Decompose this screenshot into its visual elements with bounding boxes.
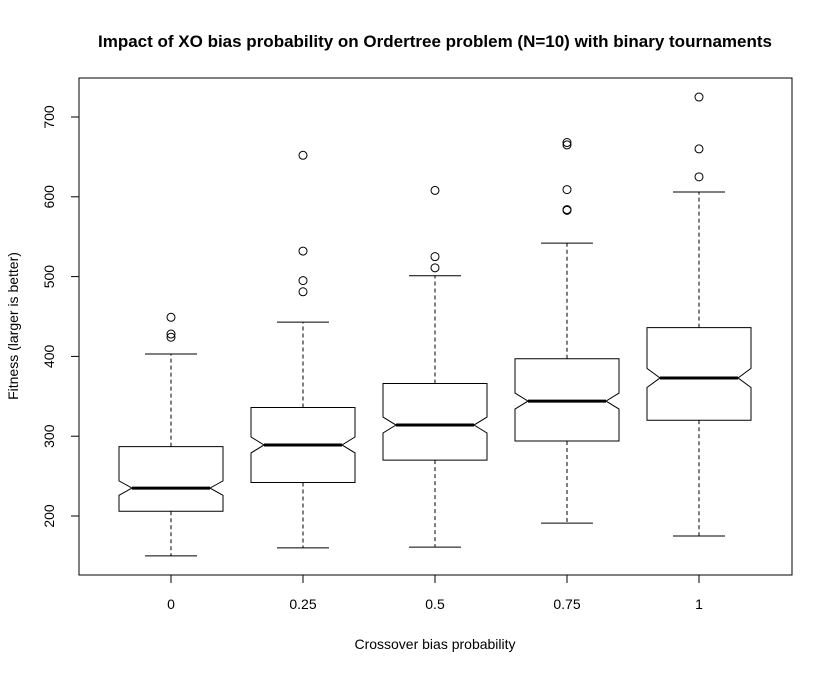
outlier-point (298, 276, 308, 286)
outlier-point (166, 329, 176, 339)
y-tick-label: 600 (41, 185, 57, 209)
y-tick-label: 300 (41, 424, 57, 448)
x-axis: 0 0.25 0.5 0.75 1 (167, 574, 703, 612)
notched-box (382, 383, 488, 461)
outlier-point (694, 172, 704, 182)
x-tick-label: 0.75 (553, 596, 580, 612)
outlier-point (562, 205, 572, 215)
outlier-point (694, 92, 704, 102)
y-tick-label: 500 (41, 265, 57, 289)
outlier-point (694, 144, 704, 154)
box-group (646, 92, 752, 537)
notched-box (646, 327, 752, 421)
outlier-point (562, 185, 572, 195)
outlier-point (298, 287, 308, 297)
outlier-point (166, 332, 176, 342)
outlier-point (298, 246, 308, 256)
y-axis-label: Fitness (larger is better) (5, 252, 21, 400)
outlier-point (166, 312, 176, 322)
x-axis-label: Crossover bias probability (354, 636, 515, 652)
outlier-point (430, 252, 440, 262)
box-group (250, 150, 356, 549)
notched-box (118, 446, 224, 512)
outlier-point (430, 185, 440, 195)
box-group (118, 312, 224, 557)
boxes-layer (118, 92, 752, 557)
chart-title: Impact of XO bias probability on Ordertr… (98, 32, 772, 51)
x-tick-label: 0.5 (425, 596, 445, 612)
y-tick-label: 200 (41, 504, 57, 528)
y-axis: 200 300 400 500 600 700 (41, 105, 80, 528)
outlier-point (430, 263, 440, 273)
y-tick-label: 700 (41, 105, 57, 129)
box-group (514, 138, 620, 524)
box-group (382, 185, 488, 548)
y-tick-label: 400 (41, 345, 57, 369)
x-tick-label: 0.25 (289, 596, 316, 612)
x-tick-label: 1 (695, 596, 703, 612)
outlier-point (298, 150, 308, 160)
outlier-point (562, 140, 572, 150)
x-tick-label: 0 (167, 596, 175, 612)
outlier-point (562, 138, 572, 148)
